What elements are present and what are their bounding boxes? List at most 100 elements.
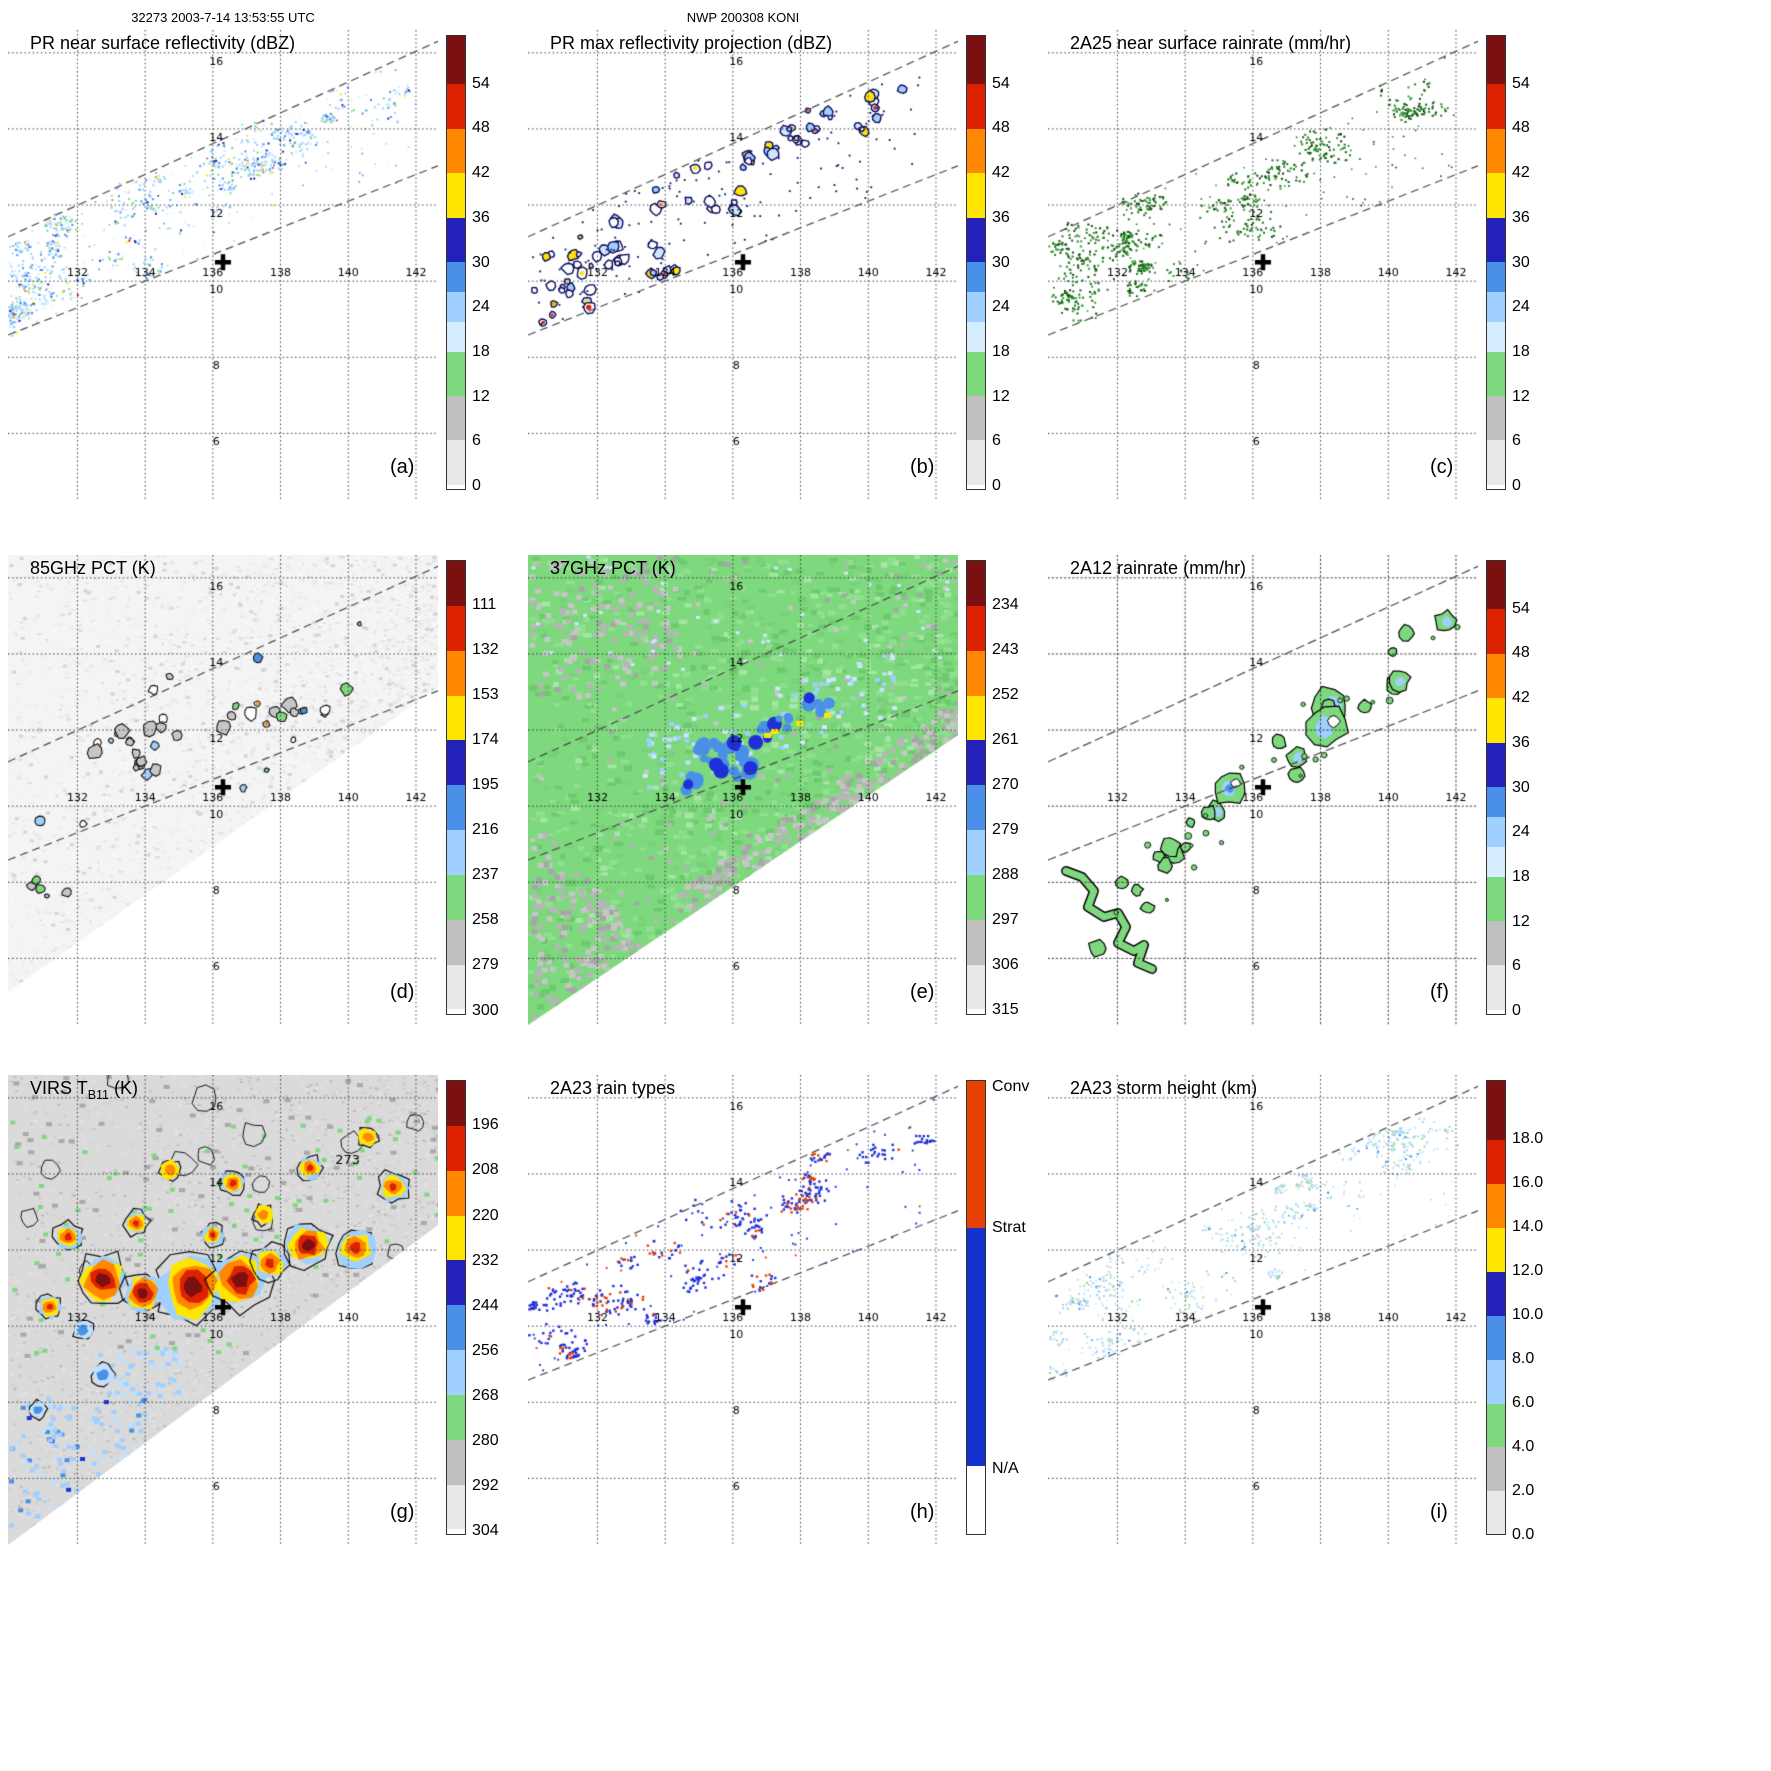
panel-title: 85GHz PCT (K) bbox=[30, 558, 156, 578]
colorbar-segment bbox=[447, 919, 465, 965]
panel-a: PR near surface reflectivity (dBZ) (a) 54 4… bbox=[8, 30, 528, 510]
colorbar-tick-label: 42 bbox=[992, 163, 1010, 181]
colorbar-ticks: 54 48 42 36 30 24 18 12 6 0 bbox=[1512, 35, 1568, 495]
colorbar-segment bbox=[1487, 846, 1505, 877]
colorbar-segment bbox=[967, 740, 985, 786]
colorbar-tick-label: 42 bbox=[1512, 163, 1530, 181]
colorbar-h bbox=[966, 1080, 986, 1535]
colorbar-tick-label: 111 bbox=[472, 596, 497, 614]
colorbar-segment bbox=[1487, 876, 1505, 922]
colorbar-segment bbox=[1487, 351, 1505, 397]
colorbar-tick-label: 18 bbox=[1512, 343, 1530, 361]
colorbar-tick-label: 18 bbox=[472, 343, 490, 361]
colorbar-segment bbox=[1487, 965, 1505, 1010]
map-canvas-i bbox=[1048, 1075, 1478, 1545]
colorbar-tick-label: 297 bbox=[992, 910, 1019, 928]
colorbar-tick-label: 12 bbox=[1512, 387, 1530, 405]
panel-letter: (e) bbox=[910, 981, 935, 1003]
colorbar-tick-label: 174 bbox=[472, 731, 499, 749]
colorbar-tick-label: 0 bbox=[1512, 477, 1521, 495]
colorbar-tick-label: 6 bbox=[1512, 432, 1521, 450]
colorbar-segment bbox=[447, 217, 465, 263]
colorbar-segment bbox=[447, 650, 465, 696]
colorbar-tick-label: 48 bbox=[992, 119, 1010, 137]
colorbar-segment bbox=[967, 84, 985, 129]
colorbar-segment bbox=[967, 874, 985, 920]
colorbar-tick-label: 48 bbox=[472, 119, 490, 137]
colorbar-tick-label: 261 bbox=[992, 731, 1019, 749]
panel-b: PR max reflectivity projection (dBZ) (b) 5… bbox=[528, 30, 1048, 510]
colorbar-segment bbox=[1487, 173, 1505, 218]
colorbar-tick-label: 244 bbox=[472, 1296, 499, 1314]
panel-d: 85GHz PCT (K) (d) 111 132 153 174 195 216 237 258… bbox=[8, 555, 528, 1035]
colorbar-ticks: 54 48 42 36 30 24 18 12 6 0 bbox=[1512, 560, 1568, 1020]
panel-title: 37GHz PCT (K) bbox=[550, 558, 676, 578]
map-canvas-h bbox=[528, 1075, 958, 1545]
panel-g: VIRS TB11 (K) (g) 196 208 220 232 244 256 268 280… bbox=[8, 1075, 528, 1555]
colorbar-tick-label: 232 bbox=[472, 1251, 499, 1269]
colorbar-tick-label: 292 bbox=[472, 1477, 499, 1495]
colorbar-segment bbox=[967, 128, 985, 174]
panel-f: 2A12 rainrate (mm/hr) (f) 54 48 42 36 30 24 18 12… bbox=[1048, 555, 1568, 1035]
panel-letter: (a) bbox=[390, 456, 415, 478]
panel-i: 2A23 storm height (km) (i) 18.0 16.0 14.0 12.… bbox=[1048, 1075, 1568, 1555]
colorbar-segment bbox=[1487, 1139, 1505, 1184]
colorbar-tick-label: 30 bbox=[1512, 778, 1530, 796]
colorbar-segment bbox=[967, 291, 985, 322]
colorbar-tick-label: 24 bbox=[992, 298, 1010, 316]
colorbar-segment bbox=[1487, 921, 1505, 966]
colorbar-tick-label: 18.0 bbox=[1512, 1130, 1544, 1148]
colorbar-ticks: Conv Strat N/A bbox=[992, 1078, 1048, 1535]
colorbar-ticks: 18.0 16.0 14.0 12.0 10.0 8.0 6.0 4.0 2.0 0.0 bbox=[1512, 1080, 1568, 1543]
colorbar-segment bbox=[1487, 128, 1505, 174]
colorbar-segment bbox=[1487, 816, 1505, 847]
colorbar-tick-label: 54 bbox=[992, 74, 1010, 92]
colorbar-tick-label: 54 bbox=[1512, 74, 1530, 92]
panel-h: 2A23 rain types (h) Conv Strat N/A bbox=[528, 1075, 1048, 1555]
colorbar-segment bbox=[447, 1394, 465, 1440]
colorbar-tick-label: 243 bbox=[992, 641, 1019, 659]
colorbar-segment bbox=[967, 36, 985, 85]
colorbar-tick-label: 54 bbox=[1512, 599, 1530, 617]
colorbar-tick-label: 16.0 bbox=[1512, 1174, 1544, 1192]
colorbar-segment bbox=[447, 1170, 465, 1216]
map-canvas-c bbox=[1048, 30, 1478, 500]
colorbar-segment bbox=[447, 36, 465, 85]
colorbar-segment bbox=[1487, 262, 1505, 292]
map-canvas-g bbox=[8, 1075, 438, 1545]
panel-c: 2A25 near surface rainrate (mm/hr) (c) 54 4… bbox=[1048, 30, 1568, 510]
colorbar-tick-label: Strat bbox=[992, 1218, 1026, 1236]
colorbar-segment bbox=[1487, 321, 1505, 352]
colorbar-segment bbox=[447, 351, 465, 397]
panel-title: VIRS TB11 (K) bbox=[30, 1078, 138, 1102]
colorbar-i bbox=[1486, 1080, 1506, 1535]
colorbar-tick-label: 24 bbox=[1512, 823, 1530, 841]
colorbar-segment bbox=[967, 964, 985, 1010]
colorbar-ticks: 196 208 220 232 244 256 268 280 292 304 bbox=[472, 1080, 528, 1539]
colorbar-segment bbox=[967, 785, 985, 831]
colorbar-segment bbox=[447, 1484, 465, 1530]
colorbar-segment bbox=[447, 740, 465, 786]
colorbar-segment bbox=[967, 1228, 985, 1467]
panel-title-subscript: B11 bbox=[87, 1088, 110, 1102]
panel-letter: (b) bbox=[910, 456, 935, 478]
colorbar-segment bbox=[967, 351, 985, 397]
colorbar-tick-label: 10.0 bbox=[1512, 1306, 1544, 1324]
panel-letter: (i) bbox=[1430, 1501, 1448, 1523]
colorbar-g bbox=[446, 1080, 466, 1535]
colorbar-segment bbox=[447, 321, 465, 352]
colorbar-tick-label: 8.0 bbox=[1512, 1350, 1535, 1368]
colorbar-segment bbox=[1487, 609, 1505, 654]
panel-title-text: (K) bbox=[109, 1078, 139, 1098]
map-canvas-e bbox=[528, 555, 958, 1025]
colorbar-segment bbox=[967, 830, 985, 875]
colorbar-tick-label: 6 bbox=[992, 432, 1001, 450]
colorbar-segment bbox=[1487, 36, 1505, 85]
colorbar-segment bbox=[1487, 698, 1505, 743]
colorbar-tick-label: 4.0 bbox=[1512, 1438, 1535, 1456]
map-canvas-b bbox=[528, 30, 958, 500]
colorbar-segment bbox=[447, 1350, 465, 1395]
colorbar-tick-label: 12 bbox=[472, 387, 490, 405]
panel-letter: (f) bbox=[1430, 981, 1449, 1003]
colorbar-segment bbox=[1487, 484, 1505, 489]
